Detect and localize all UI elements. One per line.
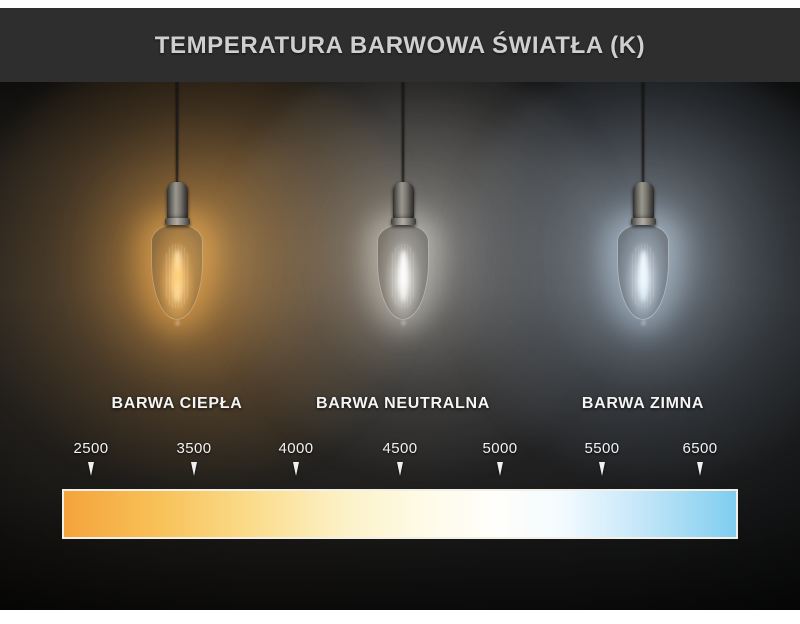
- tick-marker-icon: [191, 462, 197, 476]
- pendant-lamp-warm: [117, 82, 237, 326]
- gradient-fill: [64, 491, 736, 537]
- page-title: TEMPERATURA BARWOWA ŚWIATŁA (K): [154, 32, 646, 59]
- kelvin-tick-value: 4000: [278, 440, 314, 457]
- bulb-tip-cool: [640, 320, 646, 326]
- color-temperature-gradient-bar: [62, 489, 738, 539]
- lamp-socket-collar-icon: [164, 218, 190, 225]
- kelvin-tick-4000: 4000: [261, 440, 331, 476]
- category-label-cool: BARWA ZIMNA: [581, 395, 705, 412]
- kelvin-tick-3500: 3500: [159, 440, 229, 476]
- kelvin-tick-value: 4500: [382, 440, 418, 457]
- lamp-socket-collar-icon: [630, 218, 656, 225]
- bulb-neutral-icon: [373, 224, 433, 326]
- bulb-tip-neutral: [400, 320, 406, 326]
- top-white-strip: [0, 0, 800, 8]
- header-band: TEMPERATURA BARWOWA ŚWIATŁA (K): [0, 8, 800, 84]
- kelvin-tick-value: 6500: [682, 440, 718, 457]
- lamp-socket-collar-icon: [390, 218, 416, 225]
- lamp-socket-icon: [392, 182, 414, 220]
- tick-marker-icon: [497, 462, 503, 476]
- kelvin-tick-2500: 2500: [56, 440, 126, 476]
- lamp-cord-icon: [402, 82, 404, 182]
- bulb-filament-warm: [172, 250, 182, 302]
- tick-marker-icon: [397, 462, 403, 476]
- bulb-warm-icon: [147, 224, 207, 326]
- bulb-cool-icon: [613, 224, 673, 326]
- pendant-lamp-cool: [583, 82, 703, 326]
- pendant-lamp-neutral: [343, 82, 463, 326]
- kelvin-tick-5500: 5500: [567, 440, 637, 476]
- kelvin-tick-value: 5500: [584, 440, 620, 457]
- tick-marker-icon: [599, 462, 605, 476]
- kelvin-tick-5000: 5000: [465, 440, 535, 476]
- kelvin-tick-value: 5000: [482, 440, 518, 457]
- kelvin-tick-6500: 6500: [665, 440, 735, 476]
- kelvin-tick-4500: 4500: [365, 440, 435, 476]
- lamp-cord-icon: [642, 82, 644, 182]
- tick-marker-icon: [293, 462, 299, 476]
- category-label-neutral: BARWA NEUTRALNA: [315, 395, 491, 412]
- lamp-scene: BARWA CIEPŁA BARWA NEUTRALNA BARWA ZIMNA…: [0, 82, 800, 610]
- bulb-filament-neutral: [398, 250, 408, 302]
- category-label-warm: BARWA CIEPŁA: [111, 395, 243, 412]
- bulb-tip-warm: [174, 320, 180, 326]
- lamp-socket-icon: [166, 182, 188, 220]
- kelvin-tick-value: 2500: [73, 440, 109, 457]
- tick-marker-icon: [697, 462, 703, 476]
- tick-marker-icon: [88, 462, 94, 476]
- bottom-white-strip: [0, 610, 800, 624]
- lamp-socket-icon: [632, 182, 654, 220]
- kelvin-tick-value: 3500: [176, 440, 212, 457]
- bulb-filament-cool: [638, 250, 648, 302]
- lamp-cord-icon: [176, 82, 178, 182]
